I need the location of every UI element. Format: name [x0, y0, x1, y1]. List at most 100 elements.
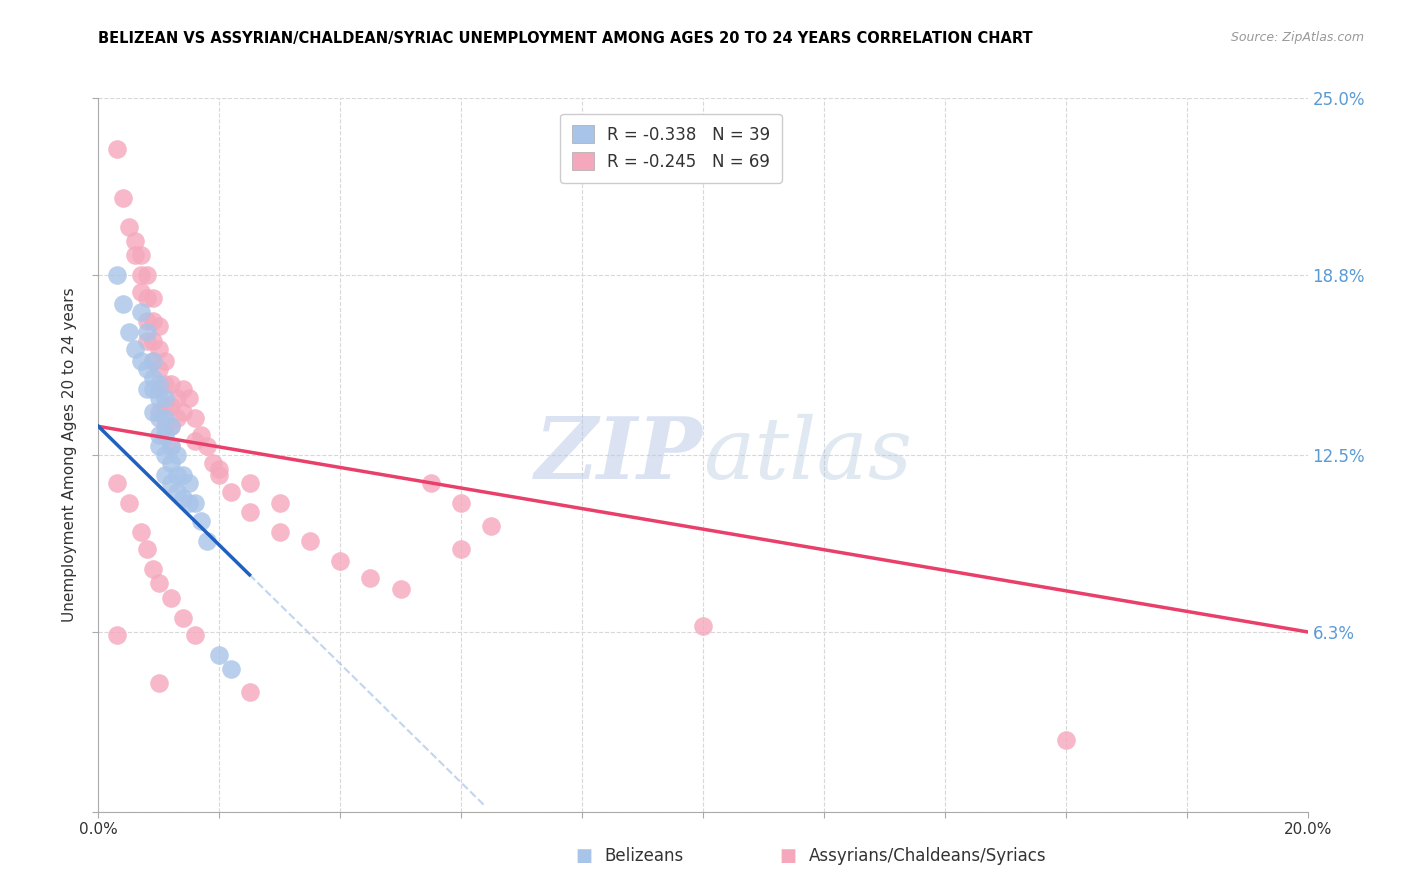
Point	[142, 353, 165, 368]
Point	[160, 591, 183, 605]
Point	[166, 485, 188, 500]
Point	[179, 476, 201, 491]
Point	[142, 371, 165, 385]
Point	[692, 619, 714, 633]
Point	[184, 410, 207, 425]
Y-axis label: Unemployment Among Ages 20 to 24 years: Unemployment Among Ages 20 to 24 years	[62, 287, 77, 623]
Point	[160, 457, 183, 471]
Point	[148, 376, 170, 391]
Text: ZIP: ZIP	[536, 413, 703, 497]
Point	[269, 524, 291, 539]
Point	[1054, 733, 1077, 747]
Point	[184, 628, 207, 642]
Point	[239, 685, 262, 699]
Point	[329, 553, 352, 567]
Point	[166, 391, 188, 405]
Point	[105, 476, 128, 491]
Point	[129, 268, 152, 282]
Point	[148, 343, 170, 357]
Point	[481, 519, 503, 533]
Point	[179, 496, 201, 510]
Point	[153, 353, 176, 368]
Point	[148, 319, 170, 334]
Point	[179, 391, 201, 405]
Point	[450, 542, 472, 557]
Point	[153, 391, 176, 405]
Point	[450, 496, 472, 510]
Point	[190, 428, 212, 442]
Point	[160, 419, 183, 434]
Point	[118, 325, 141, 339]
Point	[105, 143, 128, 157]
Point	[166, 410, 188, 425]
Point	[239, 476, 262, 491]
Point	[118, 496, 141, 510]
Text: atlas: atlas	[703, 414, 912, 496]
Point	[239, 505, 262, 519]
Point	[208, 648, 231, 662]
Point	[148, 362, 170, 376]
Point	[195, 439, 218, 453]
Point	[153, 448, 176, 462]
Point	[135, 314, 157, 328]
Point	[135, 334, 157, 348]
Point	[148, 439, 170, 453]
Point	[124, 234, 146, 248]
Point	[153, 376, 176, 391]
Point	[118, 219, 141, 234]
Point	[148, 428, 170, 442]
Point	[202, 457, 225, 471]
Point	[148, 391, 170, 405]
Text: BELIZEAN VS ASSYRIAN/CHALDEAN/SYRIAC UNEMPLOYMENT AMONG AGES 20 TO 24 YEARS CORR: BELIZEAN VS ASSYRIAN/CHALDEAN/SYRIAC UNE…	[98, 31, 1033, 46]
Point	[124, 343, 146, 357]
Point	[208, 467, 231, 482]
Point	[142, 334, 165, 348]
Point	[153, 400, 176, 414]
Point	[160, 476, 183, 491]
Point	[111, 191, 134, 205]
Point	[153, 410, 176, 425]
Point	[105, 628, 128, 642]
Point	[166, 448, 188, 462]
Point	[129, 524, 152, 539]
Point	[135, 362, 157, 376]
Point	[389, 582, 412, 596]
Point	[299, 533, 322, 548]
Point	[129, 353, 152, 368]
Point	[190, 514, 212, 528]
Point	[172, 491, 194, 505]
Point	[221, 485, 243, 500]
Point	[135, 325, 157, 339]
Point	[148, 576, 170, 591]
Text: ■: ■	[575, 847, 592, 865]
Point	[148, 676, 170, 690]
Point	[105, 268, 128, 282]
Point	[129, 285, 152, 300]
Point	[172, 610, 194, 624]
Point	[420, 476, 443, 491]
Point	[160, 376, 183, 391]
Point	[142, 405, 165, 419]
Text: Assyrians/Chaldeans/Syriacs: Assyrians/Chaldeans/Syriacs	[808, 847, 1046, 865]
Point	[148, 410, 170, 425]
Point	[142, 353, 165, 368]
Point	[135, 291, 157, 305]
Point	[142, 291, 165, 305]
Text: Belizeans: Belizeans	[605, 847, 683, 865]
Point	[153, 419, 176, 434]
Point	[148, 382, 170, 396]
Point	[124, 248, 146, 262]
Point	[135, 268, 157, 282]
Point	[184, 434, 207, 448]
Point	[360, 571, 382, 585]
Point	[195, 533, 218, 548]
Point	[160, 419, 183, 434]
Point	[172, 382, 194, 396]
Point	[160, 400, 183, 414]
Point	[129, 248, 152, 262]
Point	[148, 405, 170, 419]
Point	[172, 405, 194, 419]
Point	[208, 462, 231, 476]
Point	[153, 467, 176, 482]
Point	[184, 496, 207, 510]
